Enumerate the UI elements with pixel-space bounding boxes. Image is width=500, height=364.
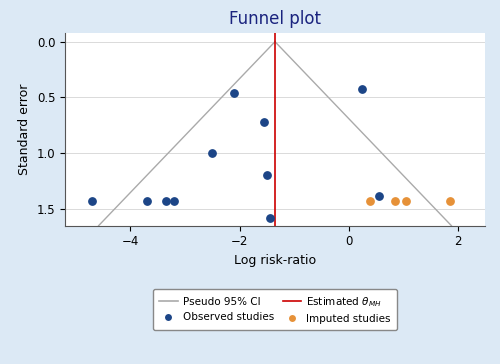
Point	[143, 198, 151, 204]
Point	[358, 86, 366, 91]
Point	[263, 173, 271, 178]
Point	[208, 150, 216, 156]
Point	[374, 193, 382, 198]
Title: Funnel plot: Funnel plot	[229, 11, 321, 28]
Point	[402, 198, 410, 204]
Point	[366, 198, 374, 204]
Point	[88, 198, 96, 204]
Point	[446, 198, 454, 204]
Legend: Pseudo 95% CI, Observed studies, Estimated $\theta_{MH}$, Imputed studies: Pseudo 95% CI, Observed studies, Estimat…	[153, 289, 397, 330]
X-axis label: Log risk-ratio: Log risk-ratio	[234, 254, 316, 267]
Point	[230, 90, 238, 96]
Y-axis label: Standard error: Standard error	[18, 83, 31, 175]
Point	[260, 119, 268, 125]
Point	[162, 198, 170, 204]
Point	[391, 198, 399, 204]
Point	[170, 198, 178, 204]
Point	[266, 215, 274, 221]
